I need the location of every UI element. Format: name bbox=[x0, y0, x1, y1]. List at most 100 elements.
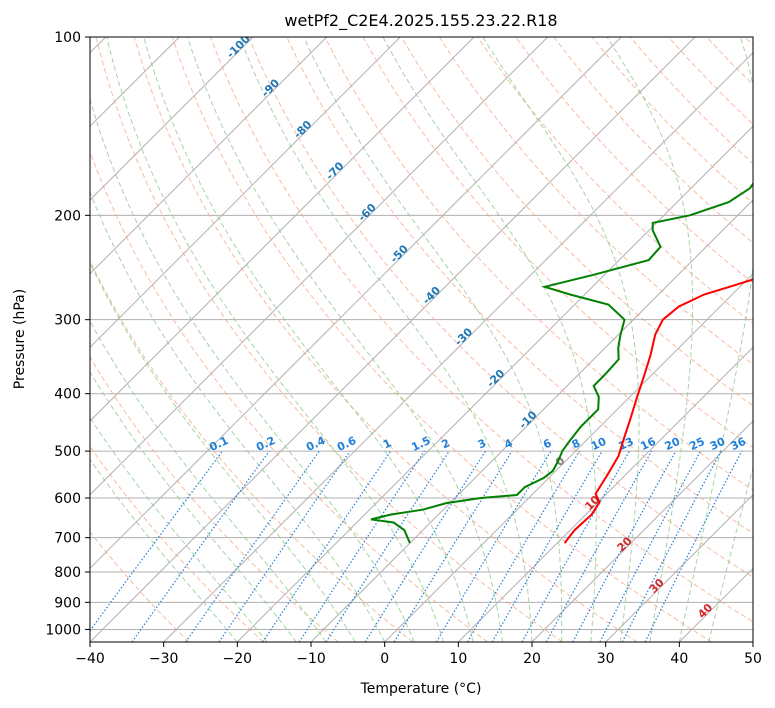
x-tick-label: 20 bbox=[523, 651, 541, 667]
dry-adiabat-line bbox=[324, 37, 753, 491]
isotherm-label: -60 bbox=[356, 201, 379, 224]
x-tick-label: 40 bbox=[670, 651, 688, 667]
moist-adiabat-line bbox=[303, 37, 563, 642]
y-axis-label: Pressure (hPa) bbox=[12, 289, 28, 389]
moist-adiabat-line bbox=[382, 37, 597, 642]
dry-adiabat-line bbox=[668, 37, 753, 125]
pressure-gridlines bbox=[90, 37, 753, 630]
isotherm-line bbox=[752, 641, 753, 642]
isotherm-label: -80 bbox=[291, 118, 314, 141]
dry-adiabat-line bbox=[171, 37, 712, 642]
y-tick-label: 500 bbox=[54, 444, 81, 460]
isotherm-line bbox=[90, 37, 549, 496]
y-tick-label: 600 bbox=[54, 491, 81, 507]
moist-adiabat-line bbox=[708, 465, 753, 642]
moist-adiabat-line bbox=[90, 320, 327, 642]
mixing-ratio-line bbox=[435, 450, 552, 642]
mixing-ratio-line bbox=[262, 450, 392, 642]
temperature-line bbox=[563, 278, 753, 544]
moist-adiabat-line bbox=[678, 37, 753, 642]
moist-adiabat-line bbox=[90, 261, 356, 642]
dry-adiabat-line bbox=[400, 37, 753, 407]
y-tick-label: 800 bbox=[54, 565, 81, 581]
isotherm-line bbox=[236, 125, 753, 642]
moist-adiabat-line bbox=[90, 458, 238, 642]
dry-adiabat-line bbox=[90, 356, 339, 642]
plot-frame bbox=[89, 36, 754, 643]
dry-adiabat-line bbox=[248, 37, 753, 578]
mixing-ratio-line bbox=[621, 450, 722, 642]
dry-adiabat-lines bbox=[90, 37, 753, 642]
isotherm-label: -100 bbox=[224, 32, 253, 61]
isotherm-label: -70 bbox=[323, 159, 346, 182]
y-tick-label: 400 bbox=[54, 387, 81, 403]
moist-adiabat-line bbox=[90, 190, 386, 642]
mixing-ratio-lines bbox=[90, 450, 743, 642]
dry-adiabat-line bbox=[515, 37, 753, 284]
plot-area: -100-90-80-70-60-50-40-30-20-10010203040… bbox=[90, 32, 753, 642]
mixing-ratio-label: 30 bbox=[708, 435, 728, 453]
dry-adiabat-line bbox=[706, 37, 753, 86]
dry-adiabat-line bbox=[133, 37, 638, 642]
isotherm-line bbox=[90, 37, 401, 349]
y-tick-label: 200 bbox=[54, 208, 81, 224]
mixing-ratio-line bbox=[599, 450, 702, 642]
dry-adiabat-line bbox=[362, 37, 753, 449]
mixing-ratio-line bbox=[521, 450, 631, 642]
moist-adiabat-line bbox=[606, 37, 694, 642]
dry-adiabat-line bbox=[210, 37, 753, 623]
x-tick-label: 0 bbox=[380, 651, 389, 667]
x-tick-label: 10 bbox=[449, 651, 467, 667]
mixing-ratio-label: 1 bbox=[381, 436, 393, 451]
y-tick-label: 900 bbox=[54, 595, 81, 611]
x-axis-label: Temperature (°C) bbox=[360, 681, 482, 697]
mixing-ratio-label: 2 bbox=[440, 436, 452, 451]
mixing-ratio-line bbox=[545, 450, 653, 642]
isotherm-line bbox=[90, 37, 475, 422]
x-tick-label: −20 bbox=[223, 651, 253, 667]
mixing-ratio-line bbox=[644, 450, 743, 642]
isotherm-line bbox=[605, 493, 753, 642]
mixing-ratio-line bbox=[90, 450, 223, 632]
isotherm-line bbox=[384, 272, 753, 642]
dry-adiabat-line bbox=[95, 37, 563, 642]
mixing-ratio-line bbox=[572, 450, 677, 642]
moist-adiabat-line bbox=[90, 416, 268, 642]
x-tick-label: −30 bbox=[149, 651, 179, 667]
mixing-ratio-line bbox=[325, 450, 450, 642]
isotherm-label: -50 bbox=[388, 242, 411, 265]
mixing-ratio-label: 36 bbox=[729, 435, 749, 453]
isotherm-line bbox=[457, 346, 753, 642]
isotherm-line bbox=[90, 37, 622, 570]
mixing-ratio-line bbox=[298, 450, 425, 642]
isotherm-label: -90 bbox=[259, 76, 282, 99]
dry-adiabat-line bbox=[90, 445, 264, 642]
isotherm-label: -30 bbox=[452, 325, 475, 348]
moist-adiabat-line bbox=[239, 37, 533, 642]
dry-adiabat-line bbox=[90, 531, 190, 642]
isotherm-label: 30 bbox=[647, 576, 667, 596]
isotherm-line bbox=[90, 37, 254, 201]
x-tick-label: −10 bbox=[296, 651, 326, 667]
isotherm-label: -10 bbox=[516, 408, 539, 431]
dry-adiabat-line bbox=[438, 37, 753, 366]
isotherm-label: -40 bbox=[420, 284, 443, 307]
mixing-ratio-line bbox=[393, 450, 513, 642]
dry-adiabat-line bbox=[744, 37, 753, 47]
isotherm-label: -20 bbox=[484, 367, 507, 390]
isotherm-line bbox=[678, 567, 753, 642]
x-tick-label: 30 bbox=[597, 651, 615, 667]
isotherm-line bbox=[163, 51, 753, 642]
moist-adiabat-line bbox=[187, 37, 503, 642]
y-axis-ticks: 100 200 300 400 500 600 700 800 900 1000 bbox=[45, 30, 90, 638]
mixing-ratio-label: 20 bbox=[663, 435, 683, 453]
mixing-ratio-line bbox=[466, 450, 580, 642]
y-tick-label: 1000 bbox=[45, 622, 81, 638]
moist-adiabat-lines bbox=[90, 37, 753, 642]
dry-adiabat-line bbox=[90, 259, 414, 642]
dry-adiabat-line bbox=[90, 150, 488, 642]
mixing-ratio-line bbox=[364, 450, 486, 642]
moist-adiabat-line bbox=[143, 37, 474, 642]
isotherm-line bbox=[90, 37, 328, 275]
